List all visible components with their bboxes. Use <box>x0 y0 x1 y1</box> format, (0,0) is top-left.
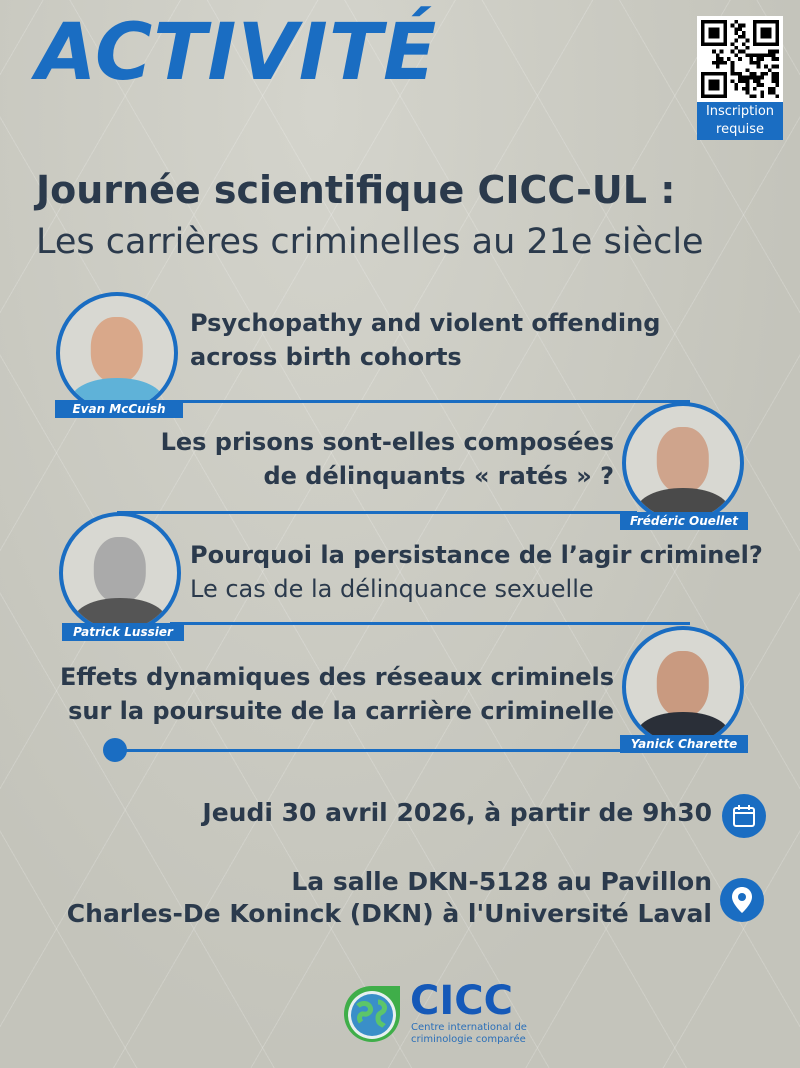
activity-heading: ACTIVITÉ <box>36 8 438 98</box>
speaker-photo <box>59 512 181 634</box>
speaker-photo <box>622 626 744 748</box>
talk-title: Les prisons sont-elles composées de délin… <box>160 428 614 490</box>
connector-line <box>117 511 637 514</box>
calendar-icon <box>722 794 766 838</box>
talk-title: Effets dynamiques des réseaux criminels s… <box>59 663 614 725</box>
talk-title: Pourquoi la persistance de l’agir crimin… <box>190 541 763 603</box>
globe-logo-icon <box>344 986 400 1042</box>
registration-label: Inscription requise <box>697 102 783 140</box>
talk-title: Psychopathy and violent offending across … <box>190 309 661 371</box>
event-title: Journée scientifique CICC-UL : <box>36 168 676 212</box>
speaker-name: Yanick Charette <box>620 735 748 753</box>
speaker-photo <box>56 292 178 414</box>
timeline-dot <box>103 738 127 762</box>
connector-line <box>170 622 690 625</box>
connector-line <box>115 749 625 752</box>
logo-tagline: Centre international de criminologie comp… <box>411 1022 527 1045</box>
event-location: La salle DKN-5128 au Pavillon Charles-De … <box>66 867 712 928</box>
logo-name: CICC <box>410 978 513 1024</box>
speaker-name: Evan McCuish <box>55 400 183 418</box>
speaker-name: Patrick Lussier <box>62 623 184 641</box>
connector-line <box>170 400 690 403</box>
map-pin-icon <box>720 878 764 922</box>
qr-code[interactable] <box>697 16 783 102</box>
event-date: Jeudi 30 avril 2026, à partir de 9h30 <box>202 798 712 827</box>
speaker-name: Frédéric Ouellet <box>620 512 748 530</box>
event-subtitle: Les carrières criminelles au 21e siècle <box>36 222 704 262</box>
speaker-photo <box>622 402 744 524</box>
